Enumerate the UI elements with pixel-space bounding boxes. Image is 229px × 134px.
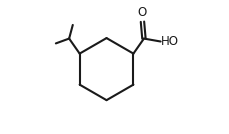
Text: HO: HO (161, 35, 179, 48)
Text: O: O (137, 6, 147, 19)
